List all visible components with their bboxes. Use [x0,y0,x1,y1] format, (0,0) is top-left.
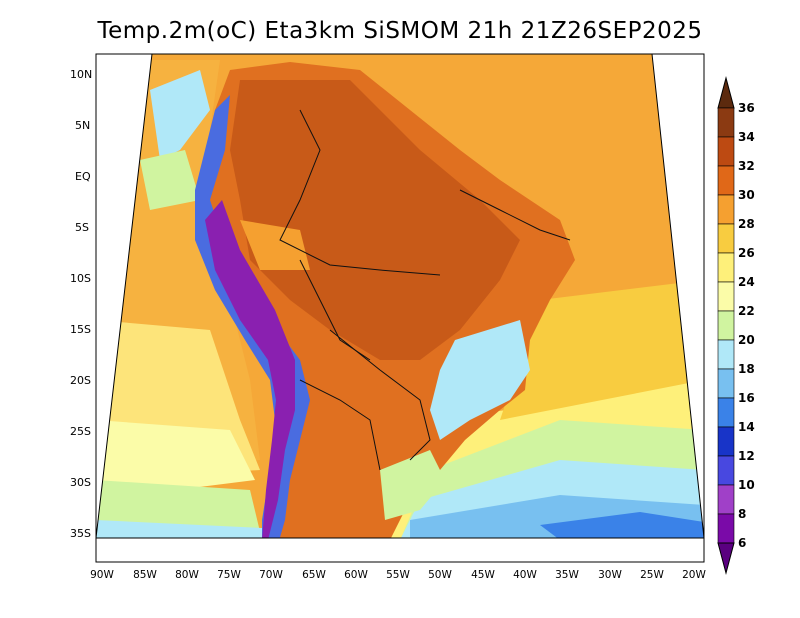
lon-tick-label: 45W [471,569,495,581]
colorbar-level-label: 8 [738,507,746,521]
colorbar-swatch [717,107,735,138]
colorbar-swatch [717,252,735,283]
colorbar-level-label: 14 [738,420,755,434]
colorbar-swatch [717,310,735,341]
colorbar-swatch [717,281,735,312]
colorbar-level-label: 28 [738,217,755,231]
colorbar-swatch [717,513,735,544]
lon-tick-label: 85W [133,569,157,581]
colorbar-level-label: 34 [738,130,755,144]
pacific-cool-strip [140,150,200,210]
border-brazil-west [279,109,441,276]
colorbar-bottom-arrow [717,542,735,575]
lat-tick-label: 20S [70,374,91,387]
lat-tick-label: 5S [75,221,89,234]
plot-box [95,53,705,563]
border-coast-inner [459,189,571,241]
colorbar-level-label: 32 [738,159,755,173]
lat-tick-label: 10S [70,272,91,285]
colorbar-swatch [717,339,735,370]
border-brazil-south [329,329,431,461]
colorbar-level-label: 22 [738,304,755,318]
colorbar-swatch [717,484,735,515]
colorbar-level-label: 30 [738,188,755,202]
lon-tick-label: 40W [513,569,537,581]
colorbar-level-label: 36 [738,101,755,115]
lat-tick-label: 35S [70,527,91,540]
border-argentina [299,379,381,471]
lon-tick-label: 35W [555,569,579,581]
latitude-axis: 10N 5N EQ 5S 10S 15S 20S 25S 30S 35S [70,68,92,540]
colorbar-swatch [717,455,735,486]
andes-peak-strip [205,200,295,538]
longitude-axis: 90W 85W 80W 75W 70W 65W 60W 55W 50W 45W … [90,569,706,581]
colorbar-swatch [717,165,735,196]
atlantic-mild-band [500,280,704,420]
map-title: Temp.2m(oC) Eta3km SiSMOM 21h 21Z26SEP20… [97,18,703,44]
lon-tick-label: 90W [90,569,114,581]
lat-tick-label: 15S [70,323,91,336]
colorbar-level-label: 20 [738,333,755,347]
colorbar: 36 34 32 30 28 26 24 22 20 18 16 14 12 10 8 6 [717,76,755,575]
amazon-hot-core [230,80,520,360]
lon-tick-label: 50W [428,569,452,581]
colorbar-top-arrow [717,76,735,109]
lon-tick-label: 65W [302,569,326,581]
lat-tick-label: 5N [75,119,90,132]
temperature-field [96,54,704,538]
lon-tick-label: 70W [259,569,283,581]
lat-tick-label: 30S [70,476,91,489]
border-bolivia [299,259,371,361]
colorbar-swatch [717,194,735,225]
pacific-coldest-zone [96,520,262,538]
atlantic-coldest-zone [540,512,704,538]
colorbar-swatch [717,397,735,428]
pacific-cool-zone [96,420,255,500]
lon-tick-label: 55W [386,569,410,581]
amazon-west-patch [240,220,310,270]
colorbar-swatch [717,426,735,457]
lat-tick-label: 10N [70,68,92,81]
colorbar-swatch [717,368,735,399]
colorbar-swatch [717,136,735,167]
colorbar-swatch [717,223,735,254]
lon-tick-label: 20W [682,569,706,581]
lon-tick-label: 60W [344,569,368,581]
lon-tick-label: 80W [175,569,199,581]
lat-tick-label: EQ [75,170,91,183]
colorbar-level-label: 24 [738,275,755,289]
lat-tick-label: 25S [70,425,91,438]
southeast-cool-region [430,320,530,440]
lon-tick-label: 30W [598,569,622,581]
colorbar-level-label: 6 [738,536,746,550]
pacific-cold-strip [150,70,210,160]
lon-tick-label: 75W [217,569,241,581]
colorbar-level-label: 12 [738,449,755,463]
colorbar-level-label: 16 [738,391,755,405]
colorbar-level-label: 26 [738,246,755,260]
south-brazil-cool-region [380,450,445,520]
colorbar-level-label: 10 [738,478,755,492]
country-borders [279,109,571,471]
lon-tick-label: 25W [640,569,664,581]
colorbar-level-label: 18 [738,362,755,376]
